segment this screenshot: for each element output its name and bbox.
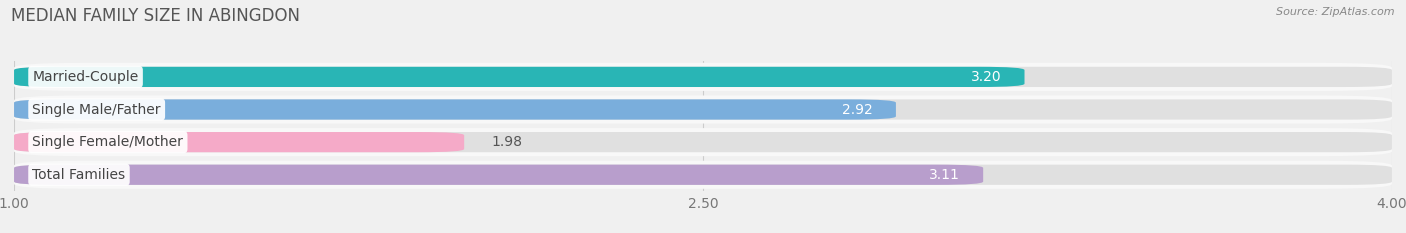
FancyBboxPatch shape (14, 165, 983, 185)
FancyBboxPatch shape (14, 161, 1392, 189)
FancyBboxPatch shape (14, 67, 1392, 87)
Text: Single Female/Mother: Single Female/Mother (32, 135, 183, 149)
FancyBboxPatch shape (14, 128, 1392, 156)
Text: 3.20: 3.20 (972, 70, 1001, 84)
FancyBboxPatch shape (14, 99, 896, 120)
FancyBboxPatch shape (14, 67, 1025, 87)
Text: Married-Couple: Married-Couple (32, 70, 139, 84)
FancyBboxPatch shape (14, 132, 464, 152)
Text: Total Families: Total Families (32, 168, 125, 182)
FancyBboxPatch shape (14, 132, 1392, 152)
Text: Single Male/Father: Single Male/Father (32, 103, 160, 116)
FancyBboxPatch shape (14, 96, 1392, 123)
FancyBboxPatch shape (14, 99, 1392, 120)
Text: 3.11: 3.11 (929, 168, 960, 182)
Text: 2.92: 2.92 (842, 103, 873, 116)
Text: Source: ZipAtlas.com: Source: ZipAtlas.com (1277, 7, 1395, 17)
FancyBboxPatch shape (14, 63, 1392, 91)
FancyBboxPatch shape (14, 165, 1392, 185)
Text: 1.98: 1.98 (492, 135, 523, 149)
Text: MEDIAN FAMILY SIZE IN ABINGDON: MEDIAN FAMILY SIZE IN ABINGDON (11, 7, 301, 25)
